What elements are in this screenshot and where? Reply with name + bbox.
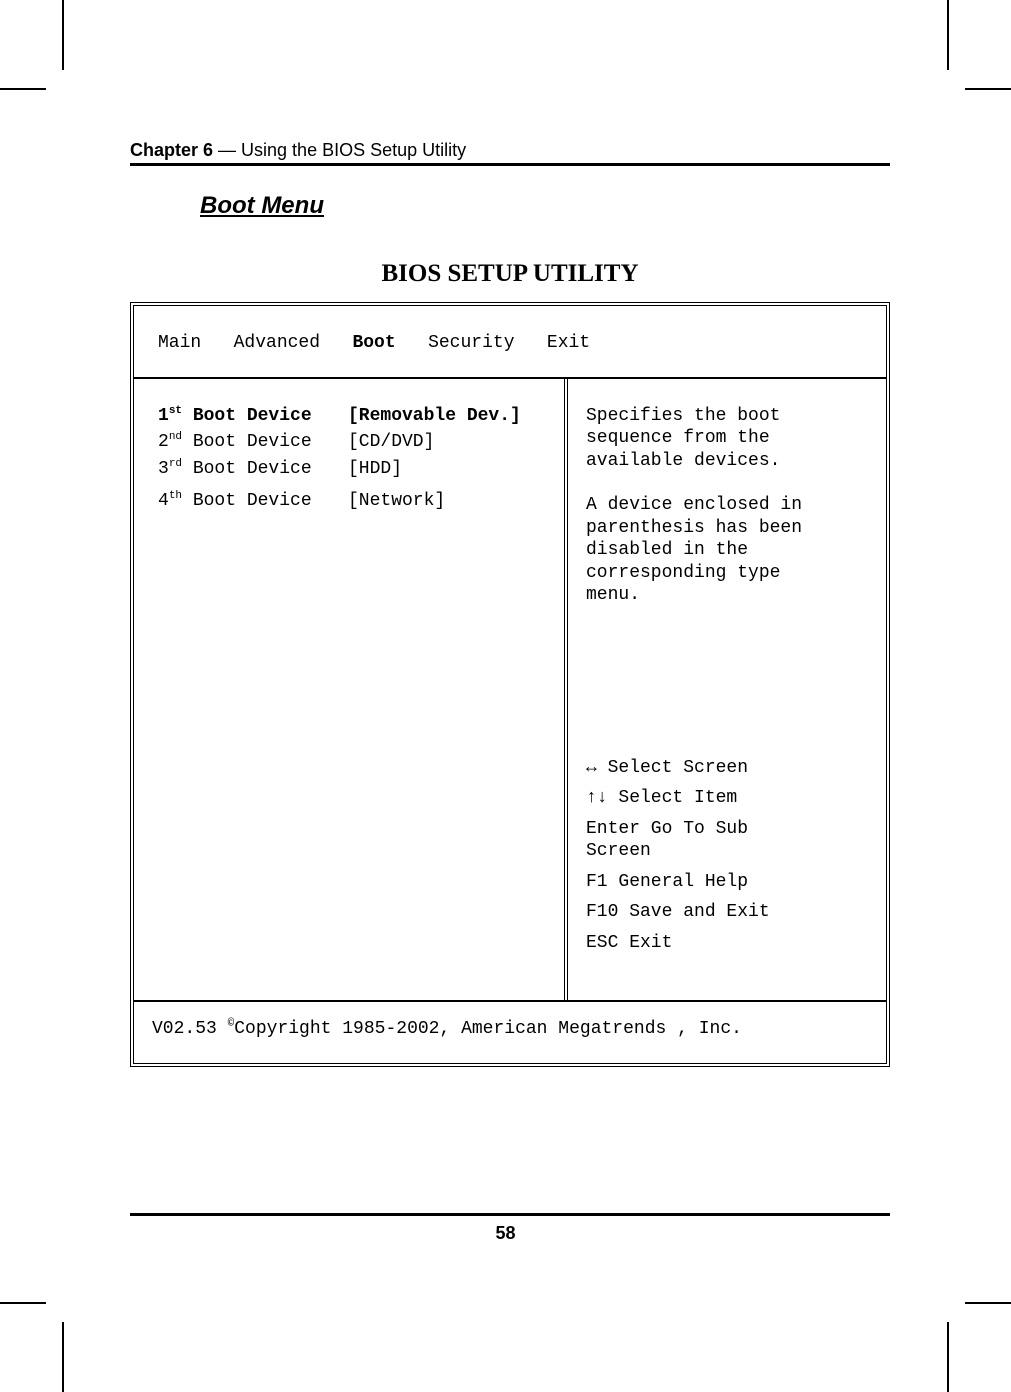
key-help: ↑↓ Select Item — [586, 787, 868, 810]
bios-box: Main Advanced Boot Security Exit 1st Boo… — [130, 302, 890, 1067]
ord-label: Boot Device — [182, 406, 312, 426]
copyright-post: Copyright 1985-2002, American Megatrends… — [234, 1019, 742, 1039]
key-help: ↔ Select Screen — [586, 757, 868, 780]
boot-value-4: [Network] — [348, 490, 445, 513]
help-text: parenthesis has been — [586, 517, 868, 540]
key-help: F1 General Help — [586, 871, 868, 894]
boot-row-1[interactable]: 1st Boot Device [Removable Dev.] — [158, 405, 564, 428]
chapter-header: Chapter 6 — Using the BIOS Setup Utility — [130, 140, 890, 166]
footer-rule — [130, 1213, 890, 1216]
ord-num: 1 — [158, 406, 169, 426]
ord-sup: st — [169, 405, 182, 417]
ord-label: Boot Device — [182, 491, 312, 511]
help-pane: Specifies the boot sequence from the ava… — [564, 379, 886, 1001]
crop-mark — [947, 0, 949, 70]
help-text: menu. — [586, 584, 868, 607]
crop-mark — [965, 88, 1011, 90]
key-help: F10 Save and Exit — [586, 901, 868, 924]
copyright-pre: V02.53 — [152, 1019, 228, 1039]
boot-list: 1st Boot Device [Removable Dev.] 2nd Boo… — [134, 379, 564, 1001]
help-text: Specifies the boot — [586, 405, 868, 428]
crop-mark — [62, 1322, 64, 1392]
tab-boot[interactable]: Boot — [352, 333, 395, 353]
key-help: Screen — [586, 840, 868, 863]
tab-security[interactable]: Security — [428, 333, 514, 353]
crop-mark — [0, 88, 46, 90]
boot-value-3: [HDD] — [348, 458, 402, 481]
ord-num: 2 — [158, 432, 169, 452]
key-help: ESC Exit — [586, 932, 868, 955]
page-number: 58 — [0, 1223, 1011, 1244]
ord-label: Boot Device — [182, 432, 312, 452]
tab-main[interactable]: Main — [158, 333, 201, 353]
boot-row-3[interactable]: 3rd Boot Device [HDD] — [158, 458, 564, 481]
boot-value-1: [Removable Dev.] — [348, 405, 521, 428]
help-text: disabled in the — [586, 539, 868, 562]
help-text: available devices. — [586, 450, 868, 473]
ord-num: 3 — [158, 459, 169, 479]
crop-mark — [0, 1302, 46, 1304]
crop-mark — [62, 0, 64, 70]
ord-sup: nd — [169, 431, 182, 443]
help-text: A device enclosed in — [586, 494, 868, 517]
boot-row-4[interactable]: 4th Boot Device [Network] — [158, 490, 564, 513]
ord-label: Boot Device — [182, 459, 312, 479]
ord-sup: th — [169, 490, 182, 502]
ord-num: 4 — [158, 491, 169, 511]
ord-sup: rd — [169, 458, 182, 470]
bios-copyright: V02.53 ©Copyright 1985-2002, American Me… — [134, 1000, 886, 1063]
crop-mark — [947, 1322, 949, 1392]
section-title: Boot Menu — [200, 192, 890, 220]
chapter-label: Chapter 6 — [130, 140, 213, 160]
chapter-sub: — Using the BIOS Setup Utility — [213, 140, 466, 160]
crop-mark — [965, 1302, 1011, 1304]
help-text: corresponding type — [586, 562, 868, 585]
key-help: Enter Go To Sub — [586, 818, 868, 841]
tab-advanced[interactable]: Advanced — [234, 333, 320, 353]
tab-exit[interactable]: Exit — [547, 333, 590, 353]
boot-value-2: [CD/DVD] — [348, 431, 434, 454]
bios-title: BIOS SETUP UTILITY — [130, 260, 890, 288]
help-text: sequence from the — [586, 427, 868, 450]
bios-tabs: Main Advanced Boot Security Exit — [134, 306, 886, 379]
boot-row-2[interactable]: 2nd Boot Device [CD/DVD] — [158, 431, 564, 454]
